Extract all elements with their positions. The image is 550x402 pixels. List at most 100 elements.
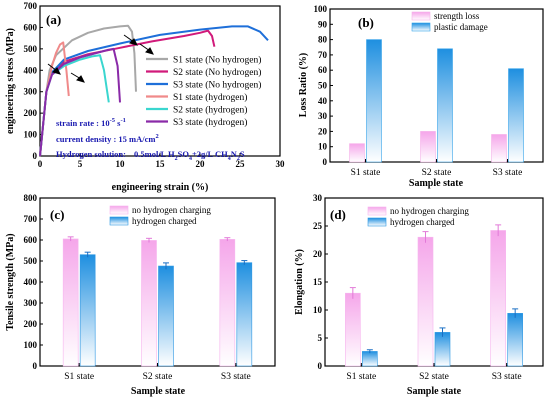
c-ytick-label-100: 100: [24, 340, 38, 350]
d-ytick-label-15: 15: [313, 277, 323, 287]
a-line-s1-state-no-hydrogen: [39, 24, 137, 157]
c-bar-s3-state-no-hydrogen-charging: [219, 239, 236, 367]
panel-c-ylabel: Tensile strength (MPa): [5, 233, 16, 330]
a-ytick-label-300: 300: [24, 87, 38, 97]
b-xtick-label-s2-state: S2 state: [422, 168, 452, 178]
a-xtick-label-15: 15: [156, 159, 166, 169]
annotation-strain-rate: strain rate : 10-5 s-1: [56, 117, 126, 128]
panel-c-ticks: 0 100 200 300 400 500 600 700 800 S1 state S2 stat…: [24, 193, 251, 382]
b-ytick-label-80: 80: [318, 35, 328, 45]
panel-c-label: (c): [50, 207, 64, 222]
panel-d-label: (d): [330, 207, 346, 222]
a-xtick-label-5: 5: [78, 159, 83, 169]
b-bar-s1-state-plastic-damage: [366, 39, 382, 163]
solution-b: +2g/L CH: [192, 149, 228, 159]
panel-b-xlabel: Sample state: [409, 178, 464, 189]
solution-b-mid: N: [231, 149, 238, 159]
c-legend-swatch-hydrogen-charged: [109, 216, 129, 226]
c-ytick-label-300: 300: [24, 298, 38, 308]
arrow-head-s2: [145, 47, 154, 55]
d-bar-s3-state-hydrogen-charged: [507, 313, 523, 367]
c-ytick-label-500: 500: [24, 256, 38, 266]
solution-a-sub2: 4: [189, 156, 192, 162]
d-bar-s3-state-no-hydrogen-charging: [490, 230, 506, 367]
c-bar-s2-state-hydrogen-charged: [158, 265, 174, 367]
d-ytick-label-30: 30: [313, 193, 323, 203]
panel-b: 0 10 20 30 40 50 60 70 80 90 100 S1 state S2 state S3…: [298, 4, 544, 189]
b-ytick-label-20: 20: [318, 126, 328, 136]
solution-b-end: S: [240, 149, 245, 159]
c-legend-swatch-no-hydrogen-charging: [109, 205, 129, 215]
b-ytick-label-70: 70: [318, 50, 328, 60]
d-legend-label-no-hydrogen-charging: no hydrogen charging: [390, 206, 469, 216]
d-bar-s1-state-no-hydrogen-charging: [345, 292, 361, 367]
a-xtick-label-0: 0: [38, 159, 43, 169]
arrow-head-s2-h: [76, 75, 85, 83]
d-xtick-label-s2-state: S2 state: [419, 372, 449, 382]
b-ytick-label-0: 0: [323, 157, 328, 167]
panel-b-label: (b): [358, 15, 374, 30]
panel-a-ylabel: engineering stress (MPa): [5, 28, 16, 134]
panel-a-legend: S1 state (No hydrogen)S2 state (No hydro…: [146, 55, 261, 128]
d-bar-s1-state-hydrogen-charged: [362, 351, 378, 367]
c-legend-label-hydrogen-charged: hydrogen charged: [132, 216, 197, 226]
b-bar-s2-state-strength-loss: [420, 131, 436, 163]
a-ytick-label-100: 100: [24, 130, 38, 140]
c-bar-s3-state-hydrogen-charged: [236, 262, 253, 367]
panel-d-bars: [345, 224, 523, 367]
a-ytick-label-400: 400: [24, 65, 38, 75]
solution-b-sub1: 4: [228, 156, 231, 162]
c-legend-label-no-hydrogen-charging: no hydrogen charging: [132, 205, 211, 215]
d-legend-label-hydrogen-charged: hydrogen charged: [390, 217, 455, 227]
c-xtick-label-s2-state: S2 state: [143, 372, 173, 382]
a-legend-label-s2-state-no-hydrogen: S2 state (No hydrogen): [173, 67, 261, 78]
annotation-current-density: current density : 15 mA/cm2: [56, 133, 159, 144]
panel-a-arrows: [47, 34, 154, 83]
d-ytick-label-25: 25: [313, 221, 323, 231]
d-xtick-label-s3-state: S3 state: [492, 372, 522, 382]
a-line-s3-state-hydrogen: [39, 47, 121, 157]
solution-a-sub1: 2: [175, 156, 178, 162]
panel-a-annotations: strain rate : 10-5 s-1 current density :…: [56, 117, 245, 162]
panel-d: 0 5 10 15 20 25 30 S1 state S2 state S3 state (d)…: [294, 193, 544, 397]
d-ytick-label-20: 20: [313, 249, 323, 259]
a-ytick-label-700: 700: [24, 1, 38, 11]
panel-d-xlabel: Sample state: [407, 386, 462, 397]
d-legend-swatch-hydrogen-charged: [367, 217, 387, 227]
c-bar-s2-state-no-hydrogen-charging: [141, 240, 157, 367]
c-ytick-label-800: 800: [24, 193, 38, 203]
a-xtick-label-30: 30: [276, 159, 286, 169]
a-ytick-label-200: 200: [24, 108, 38, 118]
b-ytick-label-40: 40: [318, 96, 328, 106]
panel-b-ylabel: Loss Ratio (%): [298, 53, 309, 117]
solution-label: Hydrogen solution:: [56, 149, 126, 159]
c-xtick-label-s3-state: S3 state: [221, 372, 251, 382]
panel-a-label: (a): [46, 12, 61, 27]
b-ytick-label-100: 100: [314, 4, 328, 14]
d-bar-s2-state-hydrogen-charged: [434, 332, 451, 367]
panel-b-bars: [349, 39, 524, 163]
a-xtick-label-25: 25: [236, 159, 246, 169]
d-ytick-label-0: 0: [318, 361, 323, 371]
c-ytick-label-600: 600: [24, 235, 38, 245]
strain-rate-text: strain rate : 10: [56, 118, 110, 128]
a-legend-label-s1-state-hydrogen: S1 state (hydrogen): [173, 92, 247, 103]
b-xtick-label-s1-state: S1 state: [351, 168, 381, 178]
panel-a-xlabel: engineering strain (%): [112, 182, 209, 193]
c-ytick-label-400: 400: [24, 277, 38, 287]
solution-b-sub2: 2: [237, 156, 240, 162]
a-legend-label-s2-state-hydrogen: S2 state (hydrogen): [173, 105, 247, 116]
c-ytick-label-700: 700: [24, 214, 38, 224]
a-ytick-label-600: 600: [24, 22, 38, 32]
current-density-text: current density : 15 mA/cm: [56, 134, 155, 144]
b-ytick-label-30: 30: [318, 111, 328, 121]
b-legend-swatch-plastic-damage: [411, 22, 431, 32]
b-bar-s3-state-strength-loss: [491, 134, 507, 163]
d-bar-s2-state-no-hydrogen-charging: [417, 236, 434, 367]
solution-a: 0.5mol/L H: [134, 149, 175, 159]
d-xtick-label-s1-state: S1 state: [346, 372, 376, 382]
solution-a-mid: SO: [178, 149, 190, 159]
